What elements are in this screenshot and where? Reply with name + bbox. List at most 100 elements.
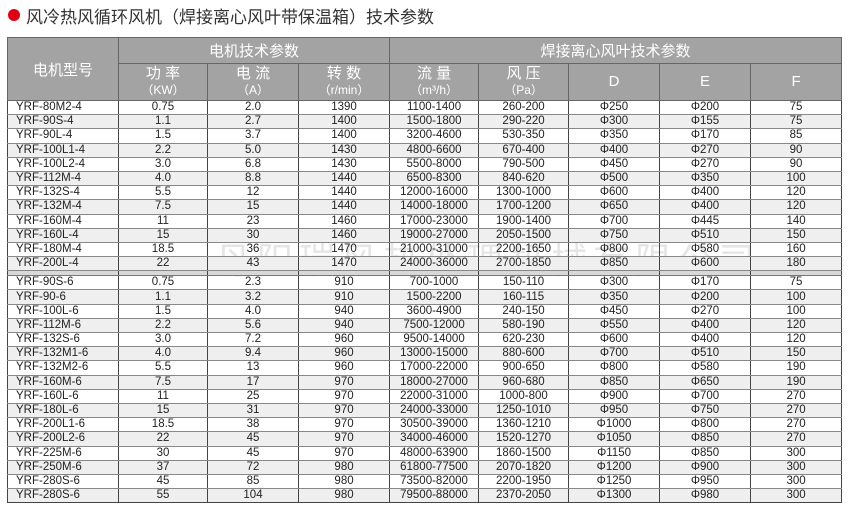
value-cell: 18000-27000 [389,375,480,390]
table-row: YRF-250M-6 37 72 980 61800-77500 2070-1820 Φ12… [7,460,843,475]
value-cell: 960 [297,360,391,376]
value-cell: 940 [297,304,391,319]
header-motor-group: 电机技术参数 [117,37,391,64]
value-cell: Φ170 [659,128,752,144]
value-cell: 55 [118,488,208,504]
value-cell: 120 [750,318,843,334]
value-cell: 14000-18000 [389,199,480,215]
column-name: 风 压 [506,65,541,82]
value-cell: 970 [297,431,391,447]
model-cell: YRF-100L2-4 [7,157,119,172]
table-row: YRF-100L-6 1.5 4.0 940 3600-4900 240-150 Φ450 Φ… [7,304,843,319]
value-cell: 1400 [297,114,391,130]
value-cell: 1250-1010 [478,403,570,419]
value-cell: 22000-31000 [389,389,480,404]
value-cell: 7.5 [118,375,208,390]
value-cell: 2200-1650 [478,242,570,258]
value-cell: 1300-1000 [478,185,570,201]
value-cell: Φ400 [659,318,752,334]
model-cell: YRF-280S-6 [7,488,119,504]
value-cell: 4.0 [118,171,208,187]
value-cell: 25 [207,389,299,404]
value-cell: Φ950 [659,474,752,490]
value-cell: 840-620 [478,171,570,187]
value-cell: 36 [207,242,299,258]
value-cell: 15 [118,228,208,243]
value-cell: 1860-1500 [478,446,570,461]
value-cell: 180 [750,256,843,272]
value-cell: 900-650 [478,360,570,376]
value-cell: 1700-1200 [478,199,570,215]
model-cell: YRF-160L-6 [7,389,119,404]
value-cell: 37 [118,460,208,475]
model-cell: YRF-200L1-6 [7,417,119,433]
value-cell: 12 [207,185,299,201]
table-row: YRF-90S-4 1.1 2.7 1400 1500-1800 290-220 Φ300 Φ… [7,114,843,130]
table-row: YRF-280S-6 45 85 980 73500-82000 2200-1950 Φ12… [7,474,843,490]
header-column: D [568,63,661,101]
table-row: YRF-132M2-6 5.5 13 960 17000-22000 900-650 Φ80… [7,360,843,376]
header-column: E [659,63,752,101]
value-cell: 45 [207,431,299,447]
value-cell: 9500-14000 [389,332,480,348]
table-row: YRF-132M1-6 4.0 9.4 960 13000-15000 880-600 Φ7… [7,346,843,362]
value-cell: 75 [750,275,843,291]
column-unit: （A） [236,83,269,97]
value-cell: 2.2 [118,318,208,334]
value-cell: Φ1200 [568,460,661,475]
value-cell: Φ600 [568,332,661,348]
column-unit: （KW） [141,83,185,97]
value-cell: 79500-88000 [389,488,480,504]
model-cell: YRF-160M-6 [7,375,119,390]
value-cell: 2070-1820 [478,460,570,475]
model-cell: YRF-132S-6 [7,332,119,348]
value-cell: Φ850 [659,446,752,461]
value-cell: 5500-8000 [389,157,480,172]
value-cell: 580-190 [478,318,570,334]
value-cell: 1900-1400 [478,214,570,229]
header-fan-group: 焊接离心风叶技术参数 [389,37,843,64]
value-cell: Φ510 [659,346,752,362]
table-row: YRF-132M-4 7.5 15 1440 14000-18000 1700-1200 Φ… [7,199,843,215]
value-cell: 12000-16000 [389,185,480,201]
value-cell: 960 [297,332,391,348]
table-row: YRF-160M-6 7.5 17 970 18000-27000 960-680 Φ850… [7,375,843,390]
value-cell: Φ580 [659,242,752,258]
table-row: YRF-160M-4 11 23 1460 17000-23000 1900-1400 Φ7… [7,214,843,229]
value-cell: Φ900 [568,389,661,404]
value-cell: 30 [118,446,208,461]
value-cell: 21000-31000 [389,242,480,258]
value-cell: Φ600 [568,185,661,201]
value-cell: 7.2 [207,332,299,348]
value-cell: 73500-82000 [389,474,480,490]
page-title: 风冷热风循环风机（焊接离心风叶带保温箱）技术参数 [8,3,434,27]
value-cell: 270 [750,403,843,419]
value-cell: 700-1000 [389,275,480,291]
value-cell: 1390 [297,100,391,116]
value-cell: Φ270 [659,304,752,319]
value-cell: 11 [118,389,208,404]
table-row: YRF-200L-4 22 43 1470 24000-36000 2700-1850 Φ8… [7,256,843,272]
value-cell: 2700-1850 [478,256,570,272]
value-cell: Φ450 [568,304,661,319]
value-cell: Φ400 [659,199,752,215]
spec-table: 电机型号 电机技术参数 焊接离心风叶技术参数 功 率（KW）电 流（A）转 数（… [7,37,843,504]
table-row: YRF-160L-6 11 25 970 22000-31000 1000-800 Φ900… [7,389,843,404]
column-name: F [791,73,801,90]
value-cell: 960 [297,346,391,362]
value-cell: 18.5 [118,242,208,258]
value-cell: 2.0 [207,100,299,116]
value-cell: Φ155 [659,114,752,130]
value-cell: Φ500 [568,171,661,187]
value-cell: 260-200 [478,100,570,116]
value-cell: 910 [297,275,391,291]
value-cell: 72 [207,460,299,475]
value-cell: 11 [118,214,208,229]
table-row: YRF-132S-6 3.0 7.2 960 9500-14000 620-230 Φ600… [7,332,843,348]
value-cell: 1.1 [118,289,208,305]
value-cell: Φ300 [568,114,661,130]
value-cell: Φ900 [659,460,752,475]
value-cell: 85 [207,474,299,490]
table-row: YRF-112M-4 4.0 8.8 1440 6500-8300 840-620 Φ500… [7,171,843,187]
value-cell: 150 [750,228,843,243]
